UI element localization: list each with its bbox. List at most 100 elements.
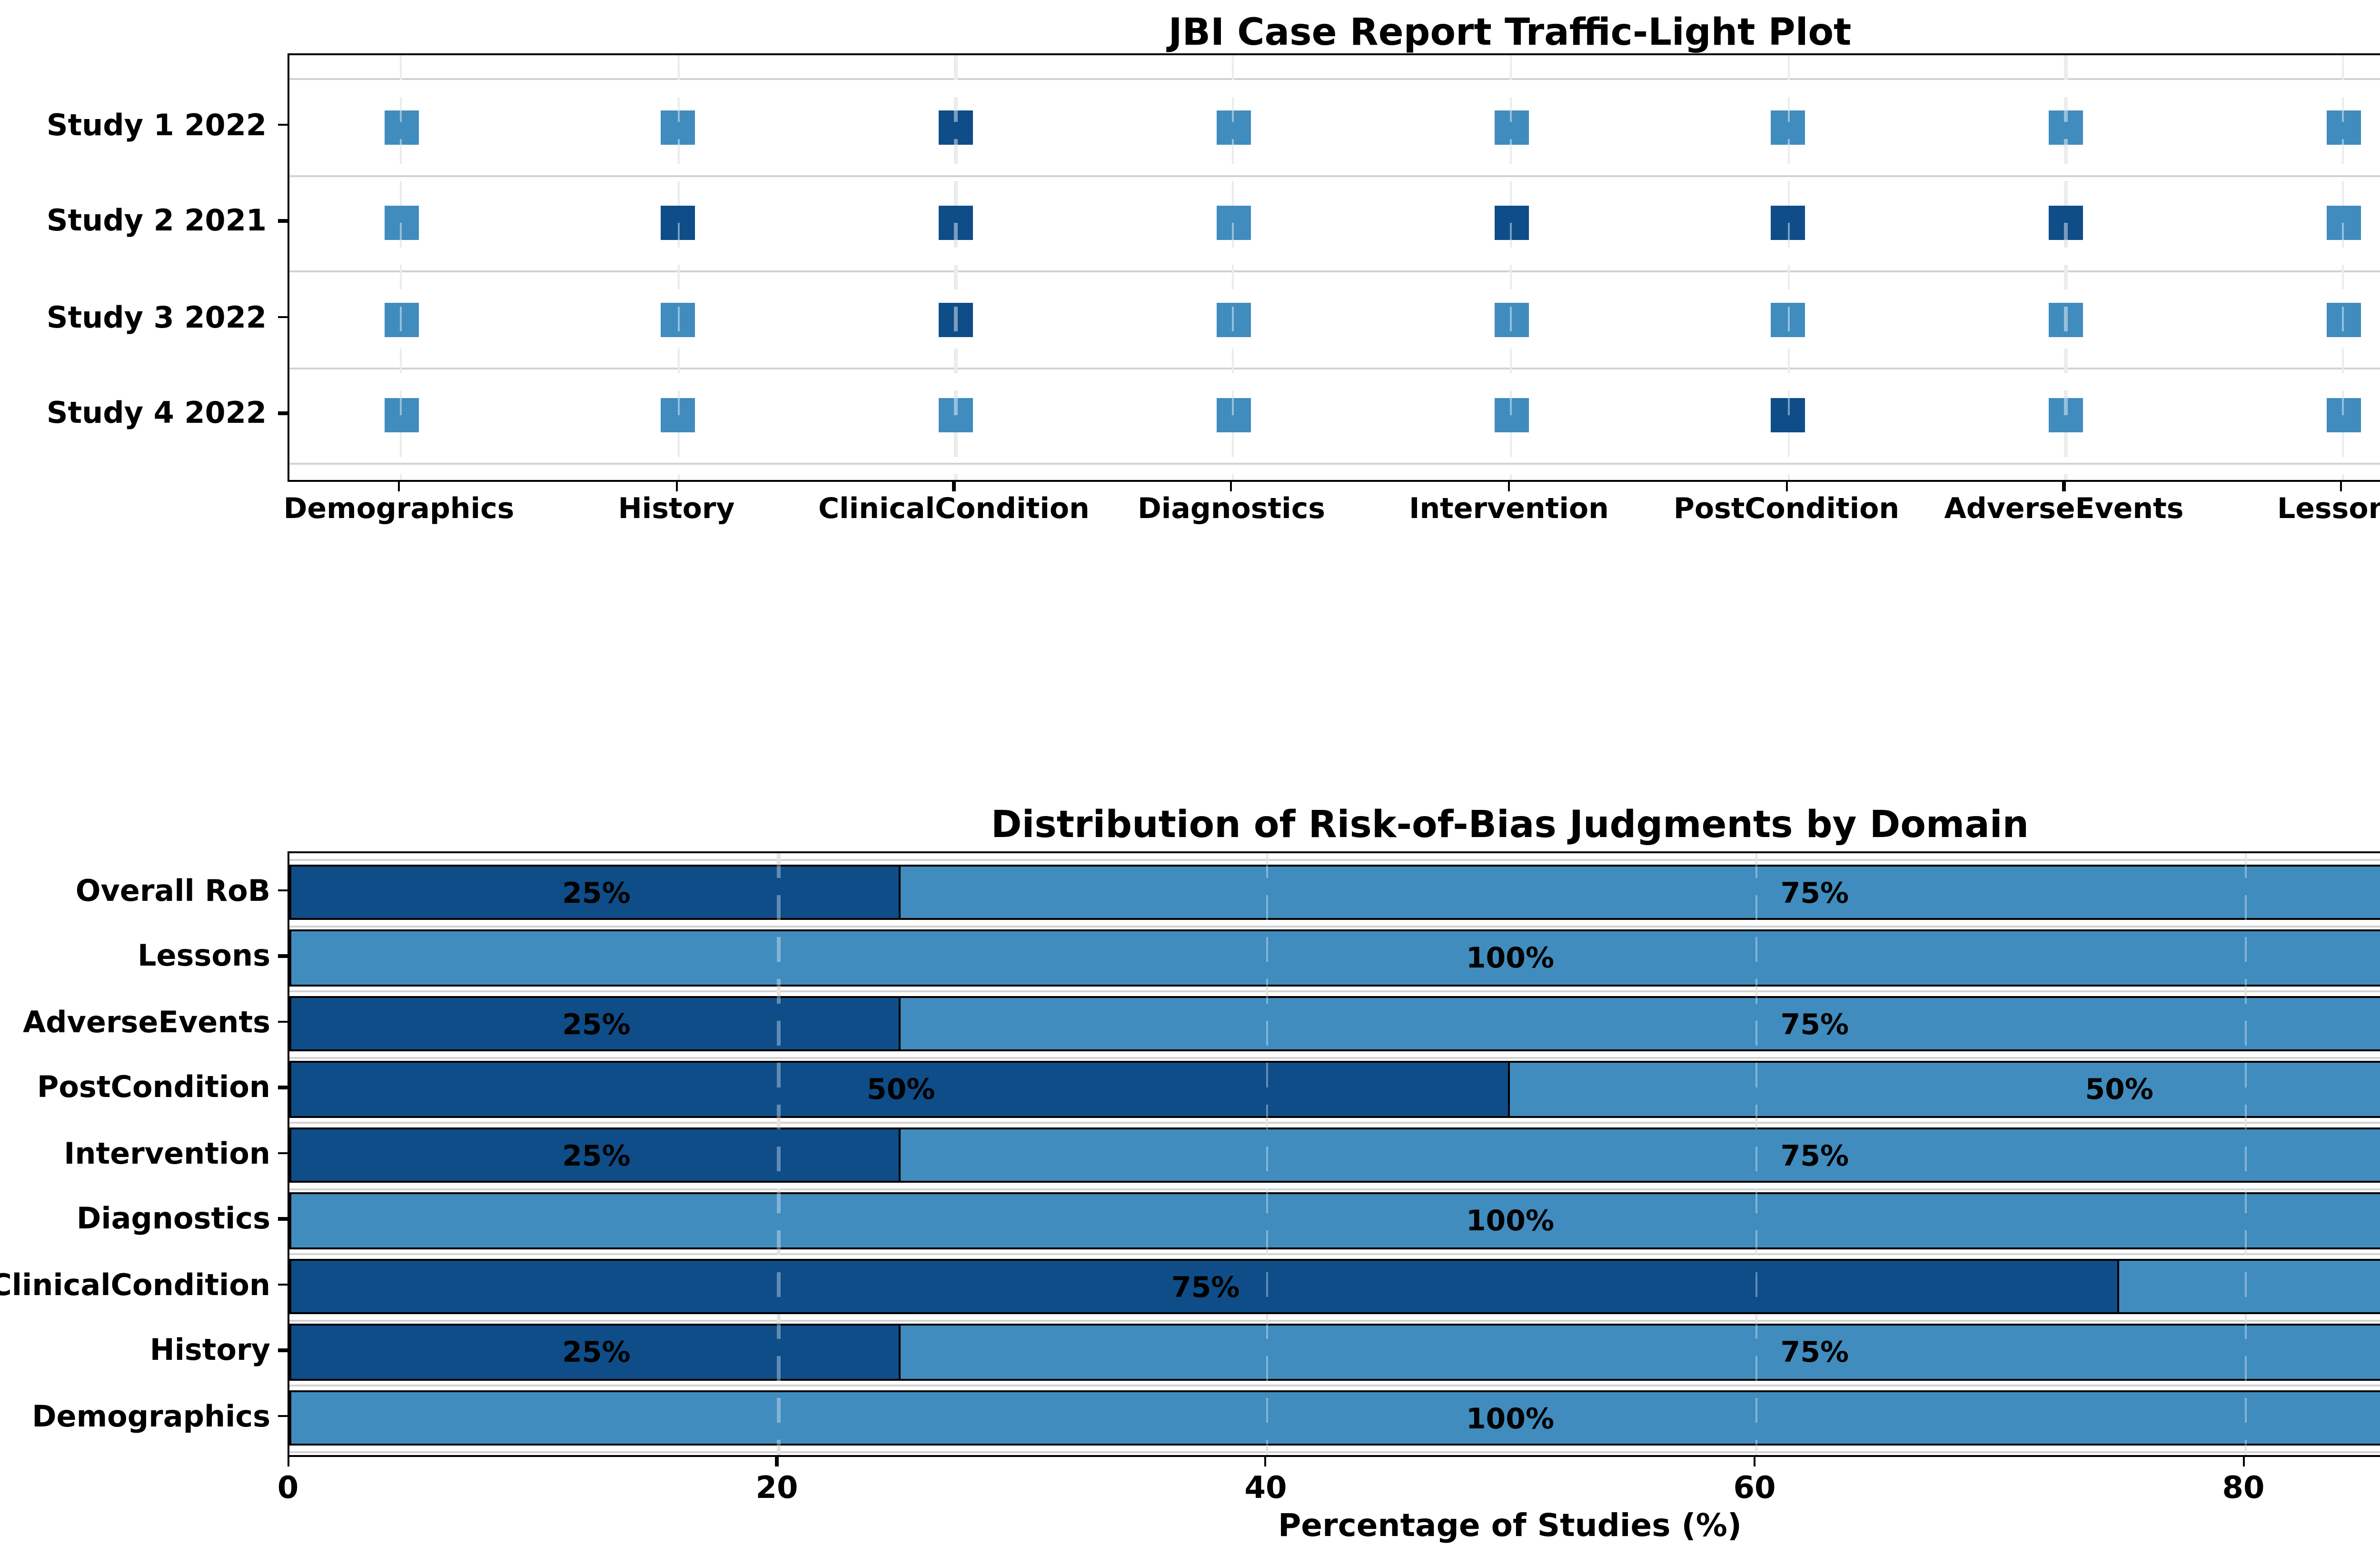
- study-label: Study 2 2021: [46, 204, 267, 238]
- risk-bar: 25% 75%: [290, 996, 2380, 1052]
- bar-category-label: Lessons: [138, 939, 270, 973]
- y-tick: [278, 1283, 288, 1286]
- domain-label: Diagnostics: [1138, 491, 1325, 526]
- domain-label: History: [618, 491, 735, 526]
- traffic-cell-low-risk: [2326, 398, 2360, 432]
- high-risk-segment: [292, 1260, 2120, 1313]
- percent-label: 75%: [1780, 875, 1849, 909]
- band-gridline: [290, 1122, 2380, 1125]
- study-label: Study 3 2022: [46, 300, 267, 334]
- row-gridline: [290, 367, 2380, 369]
- x-tick: [2340, 482, 2343, 492]
- percent-label: 50%: [2085, 1072, 2154, 1107]
- band-gridline: [290, 1188, 2380, 1190]
- risk-bar: 50% 50%: [290, 1061, 2380, 1117]
- y-tick: [278, 955, 288, 958]
- x-axis-label: Percentage of Studies (%): [1278, 1507, 1742, 1544]
- traffic-cell-low-risk: [1771, 110, 1805, 144]
- risk-bar: 75%25%: [290, 1258, 2380, 1315]
- bar-category-label: Intervention: [64, 1136, 270, 1170]
- risk-bar: 25% 75%: [290, 1324, 2380, 1380]
- row-gridline: [290, 463, 2380, 466]
- percent-label: 75%: [1780, 1138, 1849, 1172]
- traffic-cell-low-risk: [1494, 110, 1528, 144]
- traffic-cell-high-risk: [939, 206, 973, 240]
- band-gridline: [290, 1254, 2380, 1256]
- traffic-cell-low-risk: [2326, 110, 2360, 144]
- traffic-cell-low-risk: [1494, 398, 1528, 432]
- traffic-cell-high-risk: [1771, 398, 1805, 432]
- domain-label: Demographics: [283, 491, 515, 526]
- x-tick: [397, 482, 400, 492]
- grid-vline-overlay: [1755, 852, 1758, 1455]
- traffic-cell-high-risk: [1771, 206, 1805, 240]
- column-gridline-overlay: [677, 54, 680, 480]
- traffic-cell-high-risk: [2049, 206, 2083, 240]
- grid-vline-overlay: [777, 852, 780, 1455]
- band-gridline: [290, 1451, 2380, 1453]
- traffic-cell-low-risk: [661, 110, 695, 144]
- traffic-cell-high-risk: [939, 110, 973, 144]
- traffic-cell-low-risk: [2049, 110, 2083, 144]
- x-tick: [952, 482, 955, 492]
- domain-label: ClinicalCondition: [818, 491, 1090, 526]
- traffic-cell-low-risk: [1216, 398, 1250, 432]
- traffic-cell-low-risk: [384, 398, 418, 432]
- high-risk-segment: [292, 866, 901, 918]
- traffic-cell-high-risk: [661, 206, 695, 240]
- y-tick: [278, 316, 288, 319]
- bar-chart-area: 25%75%100%25%75%50%50%25%75%100%75%25%25…: [288, 850, 2380, 1456]
- percent-label: 25%: [562, 1335, 631, 1369]
- traffic-cell-low-risk: [1216, 110, 1250, 144]
- traffic-cell-low-risk: [1216, 206, 1250, 240]
- x-tick-label: 40: [1244, 1469, 1287, 1506]
- traffic-cell-low-risk: [661, 302, 695, 336]
- x-tick: [1507, 482, 1510, 492]
- x-tick-label: 60: [1733, 1469, 1776, 1506]
- row-gridline: [290, 271, 2380, 273]
- risk-bar: 100%: [290, 1390, 2380, 1446]
- column-gridline: [1787, 54, 1790, 480]
- traffic-cell-low-risk: [384, 110, 418, 144]
- column-gridline-overlay: [2064, 54, 2067, 480]
- bar-category-label: ClinicalCondition: [0, 1267, 270, 1302]
- column-gridline-overlay: [1232, 54, 1235, 480]
- percent-label: 25%: [562, 875, 631, 909]
- study-label: Study 4 2022: [46, 396, 267, 430]
- traffic-cell-low-risk: [1771, 302, 1805, 336]
- y-tick: [278, 412, 288, 415]
- y-tick: [278, 1349, 288, 1352]
- high-risk-segment: [292, 1063, 1510, 1116]
- percent-label: 75%: [1780, 1335, 1849, 1369]
- column-gridline-overlay: [2342, 54, 2345, 480]
- band-gridline: [290, 859, 2380, 862]
- percent-label: 75%: [1780, 1007, 1849, 1041]
- study-label: Study 1 2022: [46, 108, 267, 142]
- column-gridline: [2342, 54, 2345, 480]
- traffic-cell-low-risk: [661, 398, 695, 432]
- bar-category-label: PostCondition: [37, 1070, 270, 1105]
- high-risk-segment: [292, 997, 901, 1050]
- y-tick: [278, 1415, 288, 1417]
- y-tick: [278, 123, 288, 126]
- risk-bar: 25% 75%: [290, 1127, 2380, 1183]
- bar-category-label: History: [149, 1333, 270, 1367]
- percent-label: 25%: [562, 1138, 631, 1172]
- column-gridline: [1232, 54, 1235, 480]
- band-gridline: [290, 925, 2380, 928]
- y-tick: [278, 219, 288, 222]
- traffic-cell-low-risk: [1494, 302, 1528, 336]
- x-tick-label: 0: [277, 1469, 299, 1506]
- y-tick: [278, 889, 288, 892]
- domain-label: PostCondition: [1673, 491, 1900, 526]
- column-gridline-overlay: [1787, 54, 1790, 480]
- grid-vline-overlay: [1266, 852, 1269, 1455]
- row-gridline: [290, 175, 2380, 177]
- traffic-cell-low-risk: [2326, 206, 2360, 240]
- x-tick: [1753, 1456, 1756, 1466]
- band-gridline: [290, 1319, 2380, 1322]
- band-gridline: [290, 991, 2380, 993]
- x-tick: [1785, 482, 1788, 492]
- high-risk-segment: [292, 1129, 901, 1181]
